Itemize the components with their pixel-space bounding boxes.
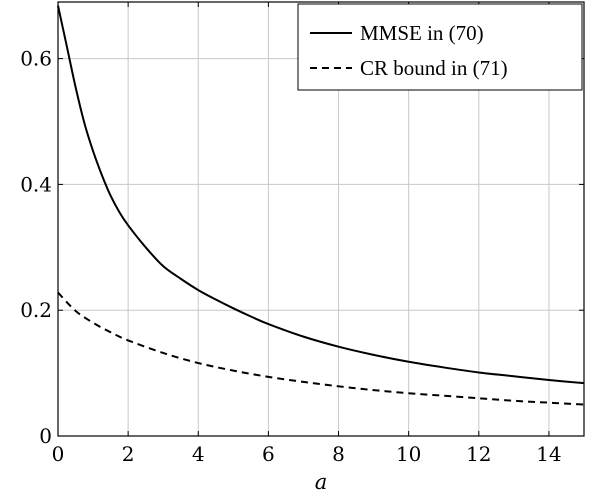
y-tick-label: 0	[39, 424, 52, 448]
x-tick-label: 10	[396, 442, 421, 466]
x-tick-label: 14	[536, 442, 561, 466]
x-tick-label: 6	[262, 442, 275, 466]
series-line-mmse	[57, 5, 585, 385]
series-layer	[57, 5, 585, 406]
tick-labels: 0 2 4 6 8 10 12 14 0 0.2 0.4 0.6	[20, 47, 561, 466]
legend-label-mmse: MMSE in (70)	[360, 21, 484, 45]
legend-box	[297, 3, 583, 91]
x-tick-label: 12	[466, 442, 491, 466]
x-tick-label: 2	[122, 442, 135, 466]
x-axis-label: a	[315, 470, 328, 494]
plot-frame	[57, 1, 585, 437]
series-line-cr-bound	[57, 291, 585, 406]
y-tick-label: 0.6	[20, 47, 52, 71]
x-tick-label: 0	[52, 442, 65, 466]
legend: MMSE in (70) CR bound in (71)	[297, 3, 583, 91]
legend-label-cr-bound: CR bound in (71)	[360, 56, 508, 80]
x-tick-label: 4	[192, 442, 205, 466]
x-tick-label: 8	[332, 442, 345, 466]
y-tick-label: 0.2	[20, 298, 52, 322]
y-tick-label: 0.4	[20, 172, 52, 196]
